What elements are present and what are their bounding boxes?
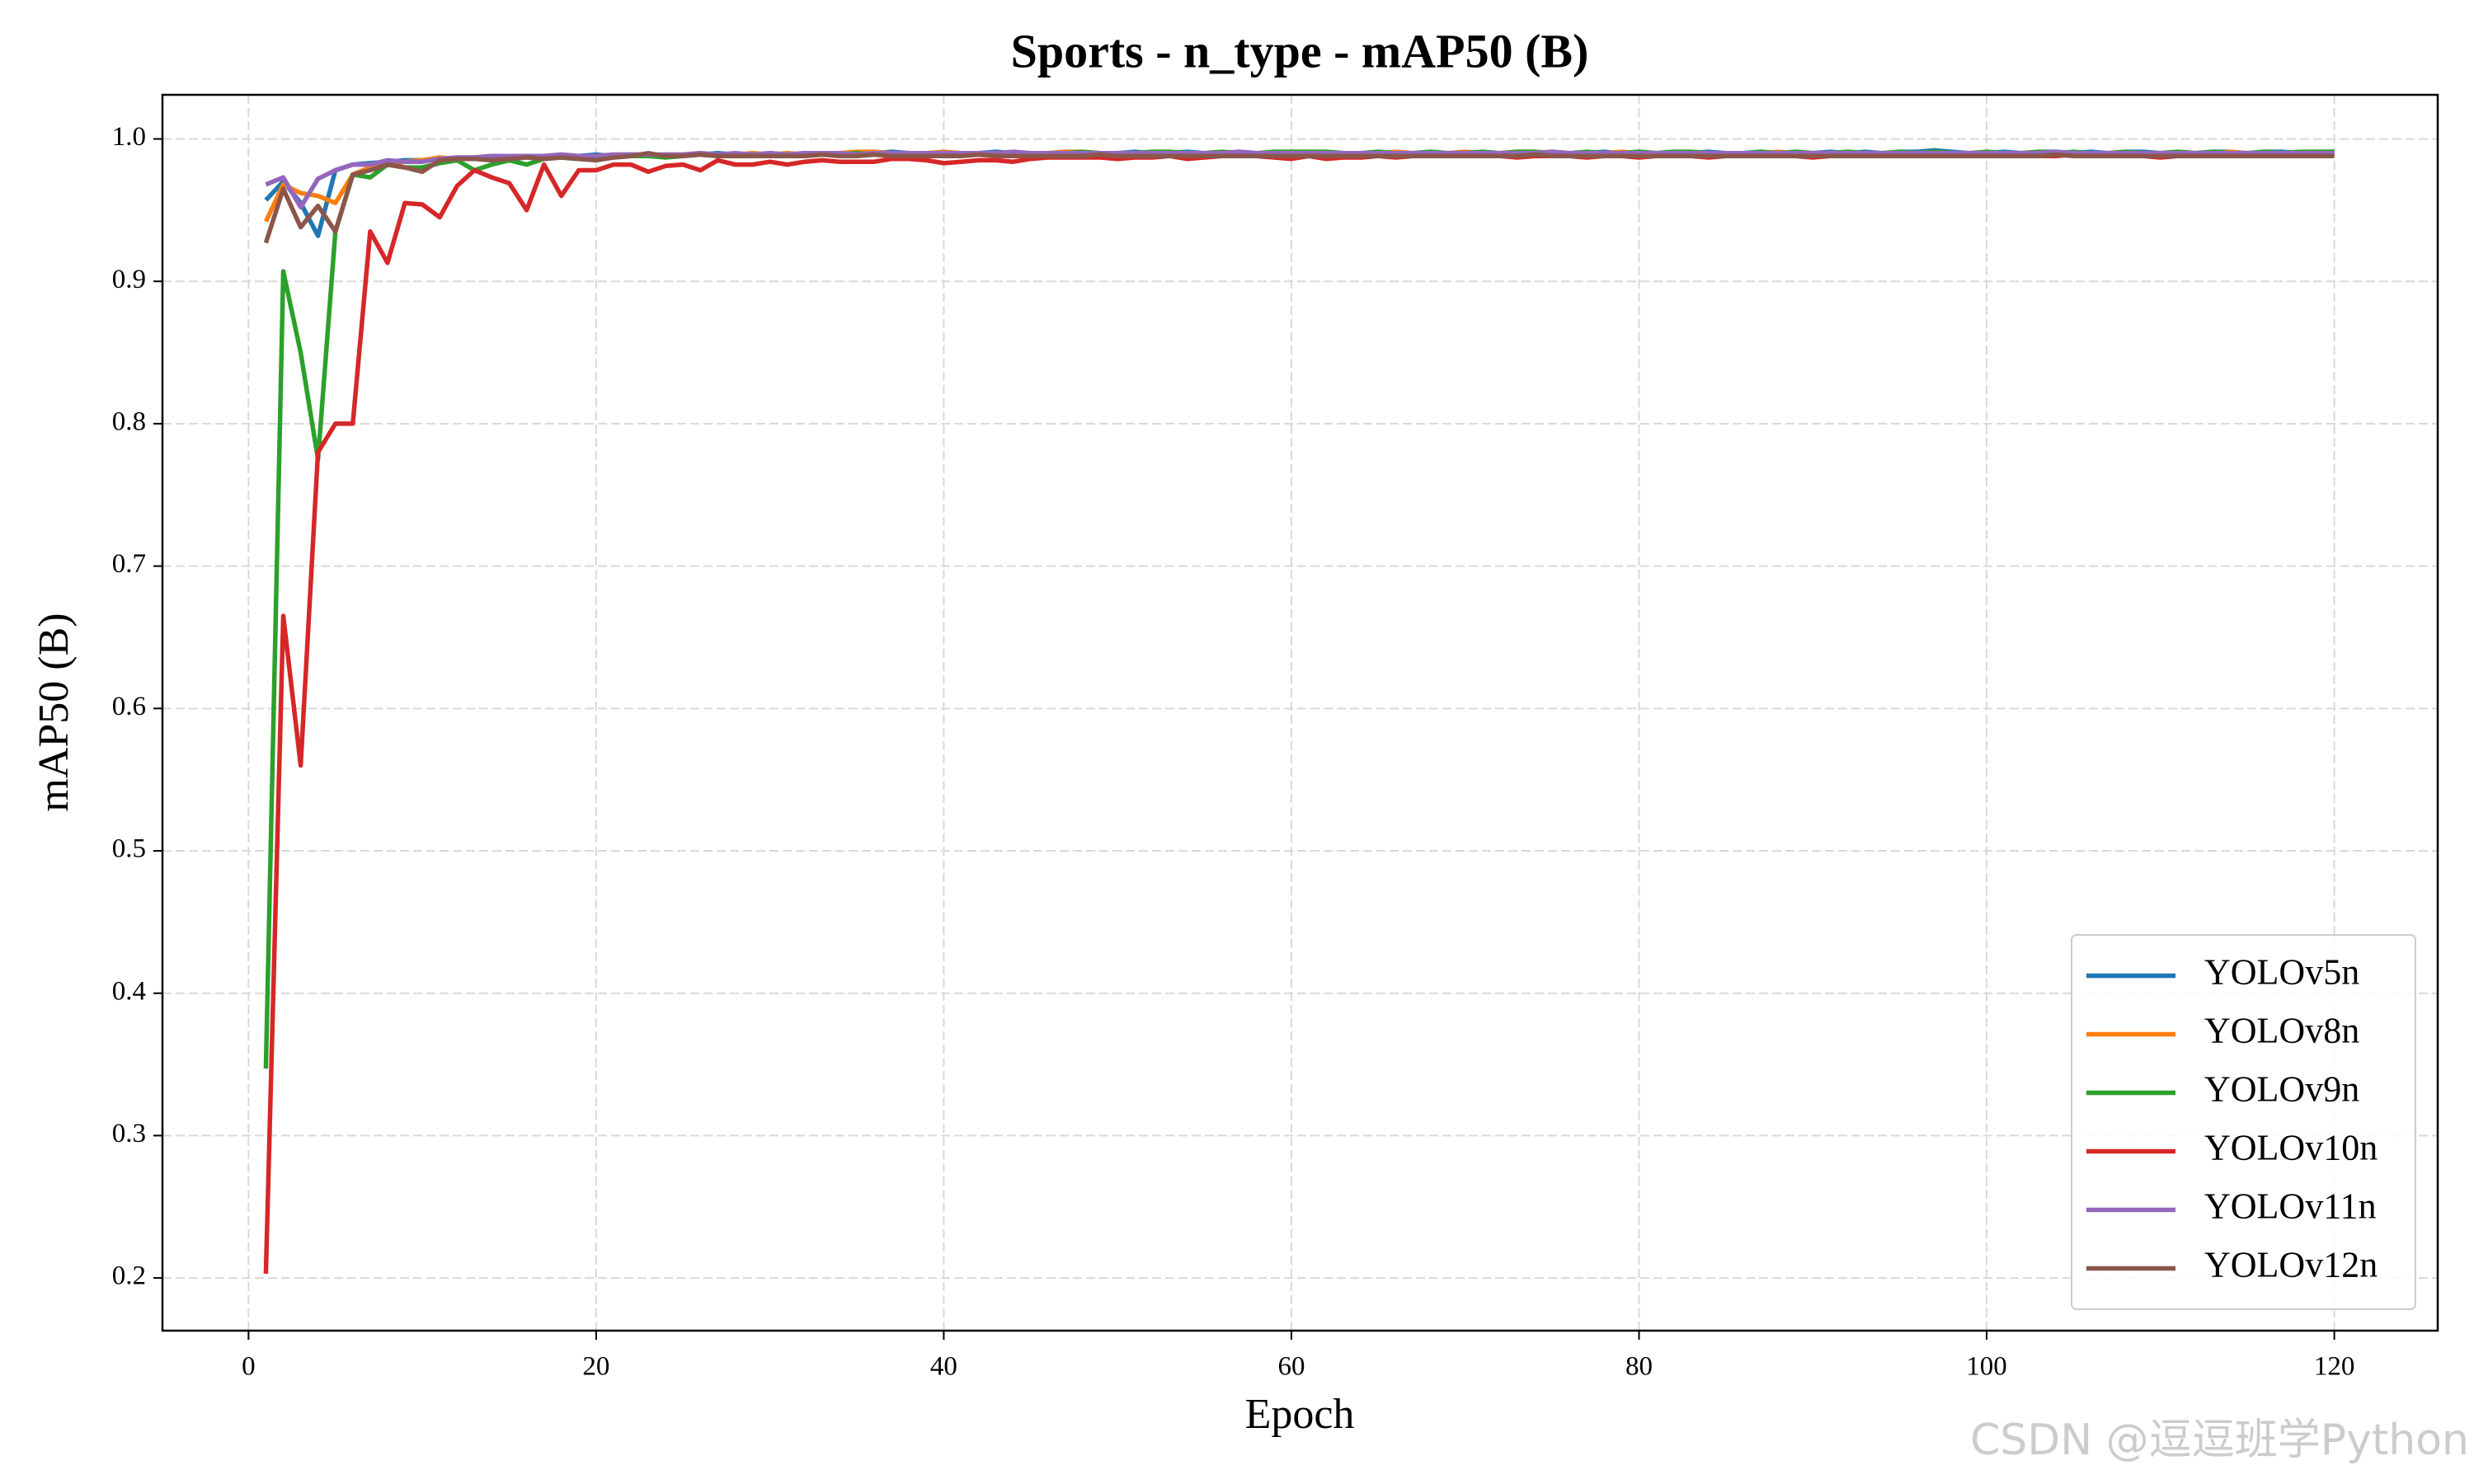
y-tick-label: 0.9 bbox=[112, 265, 146, 294]
series-line bbox=[263, 151, 2335, 244]
y-tick-label: 0.5 bbox=[112, 834, 146, 864]
legend-label: YOLOv11n bbox=[2204, 1186, 2377, 1227]
legend-label: YOLOv10n bbox=[2204, 1128, 2378, 1168]
plot-frame bbox=[161, 93, 2439, 1332]
x-tick-label: 100 bbox=[1966, 1352, 2007, 1382]
y-tick-label: 0.6 bbox=[112, 692, 146, 721]
series-line bbox=[265, 149, 2335, 210]
legend-label: YOLOv5n bbox=[2204, 952, 2359, 993]
y-tick-label: 0.3 bbox=[112, 1119, 146, 1148]
y-tick-label: 0.7 bbox=[112, 549, 146, 579]
y-tick-label: 0.8 bbox=[112, 407, 146, 437]
x-axis-label: Epoch bbox=[1245, 1391, 1355, 1438]
x-tick-label: 0 bbox=[242, 1352, 256, 1382]
x-tick-label: 120 bbox=[2314, 1352, 2355, 1382]
watermark: CSDN @逗逗班学Python bbox=[1970, 1416, 2469, 1465]
y-axis-label: mAP50 (B) bbox=[31, 613, 78, 811]
x-tick-label: 60 bbox=[1277, 1352, 1305, 1382]
legend-label: YOLOv12n bbox=[2204, 1245, 2378, 1285]
x-tick-label: 40 bbox=[930, 1352, 957, 1382]
legend-label: YOLOv9n bbox=[2204, 1069, 2359, 1110]
legend-box bbox=[2071, 934, 2416, 1310]
y-tick-label: 0.2 bbox=[112, 1261, 146, 1291]
y-tick-label: 1.0 bbox=[112, 122, 146, 152]
x-tick-label: 20 bbox=[582, 1352, 609, 1382]
x-tick-label: 80 bbox=[1625, 1352, 1653, 1382]
y-tick-label: 0.4 bbox=[112, 976, 146, 1006]
legend-label: YOLOv8n bbox=[2204, 1011, 2359, 1051]
chart-title: Sports - n_type - mAP50 (B) bbox=[1011, 24, 1589, 77]
